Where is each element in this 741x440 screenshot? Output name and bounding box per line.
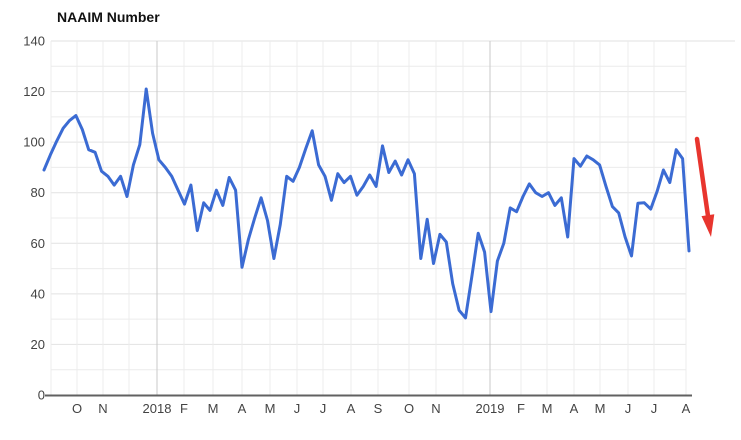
x-tick-label: S: [374, 401, 383, 416]
x-tick-label: J: [320, 401, 327, 416]
x-tick-label: F: [180, 401, 188, 416]
x-tick-label: 2019: [476, 401, 505, 416]
x-tick-label: M: [595, 401, 606, 416]
x-tick-label: J: [294, 401, 301, 416]
x-tick-label: A: [238, 401, 247, 416]
x-tick-label: J: [625, 401, 632, 416]
axis-labels: 20 40 60 80 100 120 140 0 O N 2018 F M A M J J A S O N 2019 F M…: [23, 33, 690, 416]
y-tick-label: 80: [31, 185, 45, 200]
y-tick-label: 120: [23, 84, 45, 99]
x-tick-label: F: [517, 401, 525, 416]
x-tick-label: M: [542, 401, 553, 416]
x-tick-label: A: [347, 401, 356, 416]
x-tick-label: O: [404, 401, 414, 416]
y-tick-label: 0: [38, 388, 45, 403]
y-tick-label: 40: [31, 286, 45, 301]
naaim-line-series: [42, 87, 691, 320]
x-tick-label: O: [72, 401, 82, 416]
y-tick-label: 100: [23, 135, 45, 150]
x-tick-label: A: [682, 401, 691, 416]
x-tick-label: 2018: [143, 401, 172, 416]
x-tick-label: N: [431, 401, 440, 416]
red-down-arrow: [694, 136, 715, 237]
chart-title: NAAIM Number: [57, 9, 160, 25]
x-tick-label: A: [570, 401, 579, 416]
x-tick-label: J: [651, 401, 658, 416]
y-tick-label: 140: [23, 33, 45, 48]
x-tick-label: M: [208, 401, 219, 416]
y-tick-label: 60: [31, 236, 45, 251]
gridlines: [45, 40, 735, 397]
x-tick-label: N: [98, 401, 107, 416]
x-tick-label: M: [265, 401, 276, 416]
arrow-head: [701, 214, 715, 237]
y-tick-label: 20: [31, 337, 45, 352]
arrow-shaft: [694, 136, 711, 222]
